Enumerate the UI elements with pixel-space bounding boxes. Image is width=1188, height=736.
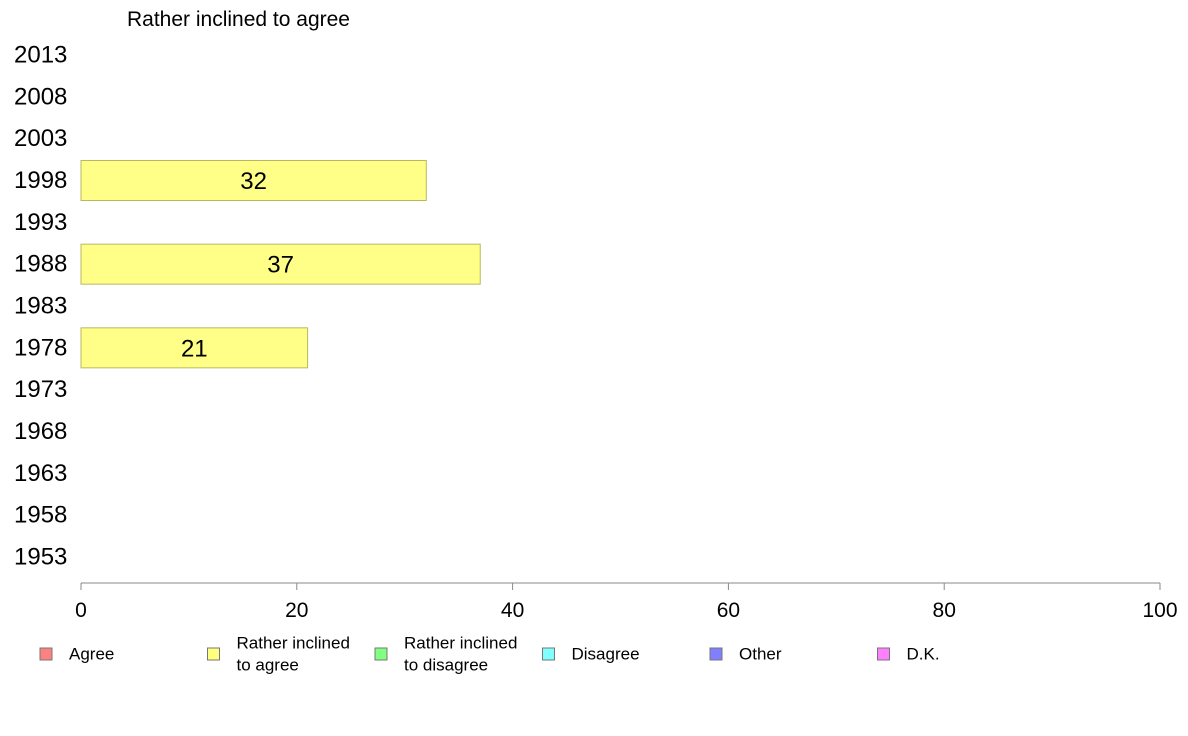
legend-swatch [207,647,220,661]
y-tick-label: 2008 [14,83,67,110]
x-tick-label: 100 [1142,599,1177,622]
bar [80,327,309,369]
y-tick-label: 1978 [14,334,67,361]
y-tick-label: 1958 [14,502,67,529]
legend-label: Other [739,645,782,664]
x-tick-label: 0 [75,599,87,622]
legend-label: Disagree [572,645,640,664]
y-tick-label: 1993 [14,209,67,236]
bar-data-label: 21 [181,335,208,362]
bars: 32 37 21 [80,160,481,369]
x-tick-label: 80 [933,599,956,622]
legend-label: to agree [237,656,299,675]
legend-swatch [542,647,555,661]
x-tick-label: 60 [717,599,740,622]
legend-label: Rather inclined [404,634,517,653]
y-tick-label: 1953 [14,544,67,571]
y-tick-label: 2003 [14,125,67,152]
legend-swatch [709,647,723,661]
y-axis-ticks: 2013 2008 2003 1998 1993 1988 1983 1978 1973 1968… [14,42,67,571]
legend-label: D.K. [907,645,940,664]
y-tick-label: 1983 [14,293,67,320]
legend-swatch [877,647,890,661]
legend-label: Agree [69,645,114,664]
y-tick-label: 1973 [14,376,67,403]
y-tick-label: 1998 [14,167,67,194]
legend-label: to disagree [404,656,488,675]
y-tick-label: 1968 [14,418,67,445]
chart-title: Rather inclined to agree [127,8,350,31]
x-axis: 0 20 40 60 80 100 [75,582,1178,622]
bar-data-label: 32 [240,168,267,195]
legend-label: Rather inclined [237,634,350,653]
legend-swatch [39,647,53,661]
legend: Agree Rather inclined to agree Rather incli… [39,634,940,675]
bar [80,160,427,201]
y-tick-label: 1963 [14,460,67,487]
legend-swatch [374,647,388,661]
x-tick-label: 40 [501,599,524,622]
y-tick-label: 1988 [14,251,67,278]
bar-data-label: 37 [267,252,294,279]
y-tick-label: 2013 [14,42,67,69]
bar [80,243,481,285]
x-tick-label: 20 [285,599,308,622]
